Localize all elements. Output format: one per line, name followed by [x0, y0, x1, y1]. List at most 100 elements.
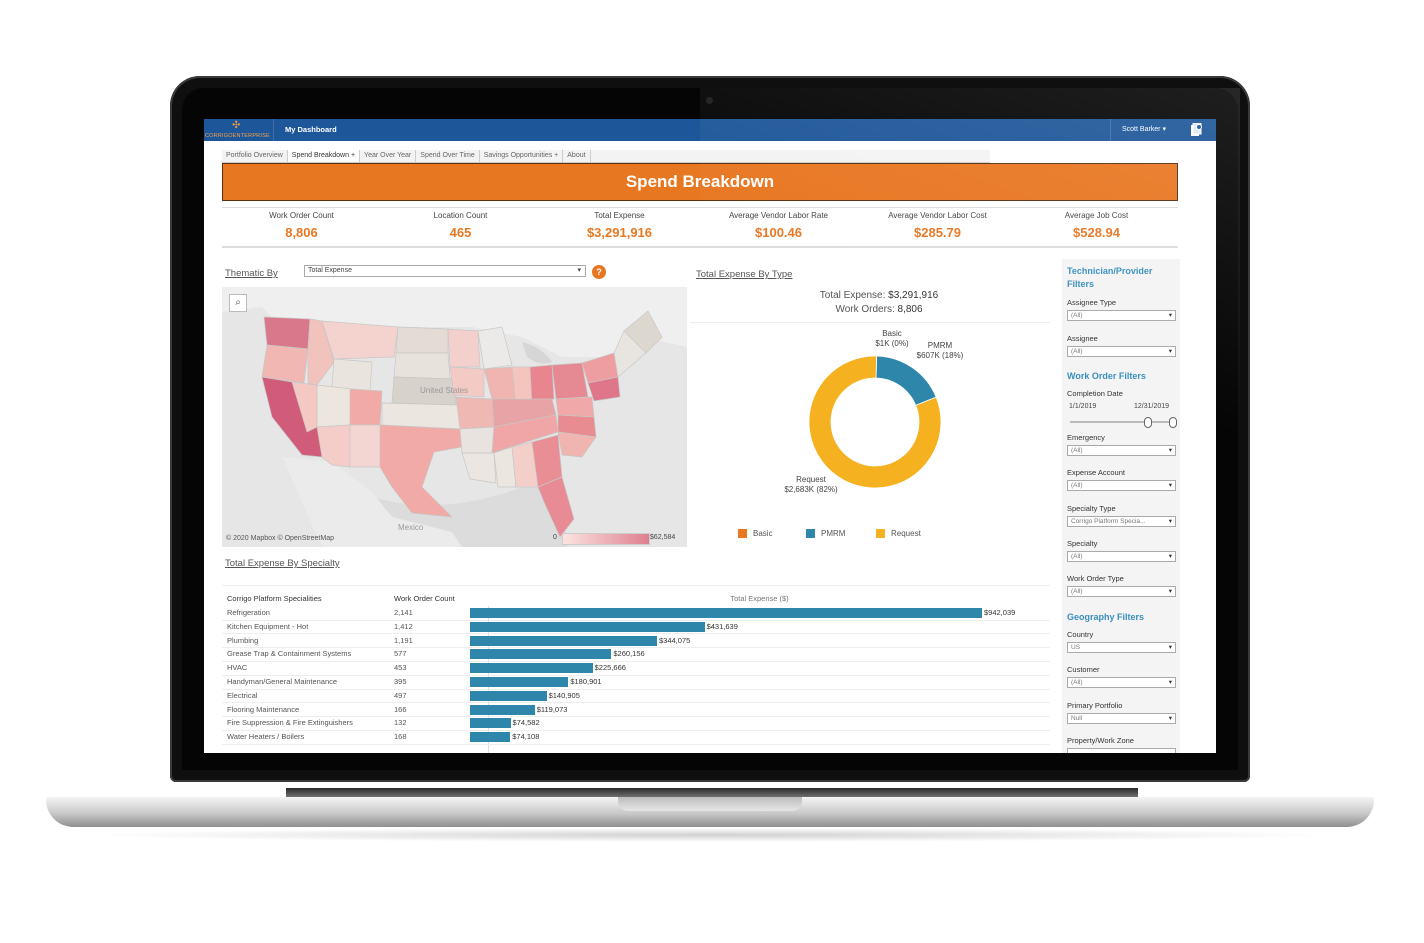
expense-value-label: $74,582 — [512, 718, 540, 728]
slider-end-handle[interactable] — [1169, 417, 1177, 428]
tab-year-over-year[interactable]: Year Over Year — [360, 150, 417, 162]
nav-divider — [273, 119, 274, 141]
my-dashboard-link[interactable]: My Dashboard — [285, 125, 337, 134]
search-icon[interactable]: ⌕ — [229, 294, 247, 312]
selected-value: US — [1071, 644, 1081, 651]
slider-start-handle[interactable] — [1144, 417, 1152, 428]
country-dropdown[interactable]: US ▾ — [1067, 642, 1176, 653]
customer-dropdown[interactable]: (All) ▾ — [1067, 677, 1176, 688]
donut-slice-request[interactable] — [808, 355, 942, 489]
kpi-avg-vendor-labor-cost: Average Vendor Labor Cost $285.79 — [858, 208, 1017, 240]
kpi-label: Location Count — [433, 211, 488, 220]
logo-symbol-icon: ✣ — [232, 120, 241, 131]
expense-value-label: $260,156 — [613, 649, 645, 659]
work-orders-label: Work Orders: — [835, 304, 895, 315]
expense-bar[interactable] — [470, 608, 982, 618]
table-row[interactable]: Flooring Maintenance 166 $119,073 — [222, 703, 1050, 718]
us-expense-map[interactable]: United States Mexico ⌕ © 2020 Mapbox © O… — [222, 287, 687, 547]
selected-value: (All) — [1071, 348, 1083, 355]
column-header-specialty[interactable]: Corrigo Platform Specialities — [227, 594, 322, 603]
laptop-shadow — [80, 828, 1340, 842]
total-expense-label: Total Expense: — [819, 290, 886, 301]
page-title: Spend Breakdown — [222, 163, 1178, 201]
column-header-expense[interactable]: Total Expense ($) — [730, 594, 789, 603]
legend-item-basic[interactable]: Basic — [738, 529, 773, 538]
specialty-type-dropdown[interactable]: Corrigo Platform Specia... ▾ — [1067, 516, 1176, 527]
specialty-name: Water Heaters / Boilers — [227, 732, 305, 742]
thematic-by-value: Total Expense — [308, 267, 352, 274]
assignee-type-dropdown[interactable]: (All) ▾ — [1067, 310, 1176, 321]
assignee-dropdown[interactable]: (All) ▾ — [1067, 346, 1176, 357]
expense-bar[interactable] — [470, 663, 593, 674]
tab-spend-breakdown[interactable]: Spend Breakdown + — [287, 150, 361, 162]
expense-bar[interactable] — [470, 732, 511, 743]
property-work-zone-dropdown[interactable] — [1067, 748, 1176, 753]
chevron-down-icon: ▾ — [1168, 715, 1172, 722]
chevron-down-icon: ▾ — [1168, 482, 1172, 489]
table-row[interactable]: Electrical 497 $140,905 — [222, 689, 1050, 704]
laptop-notch — [618, 797, 802, 811]
user-menu[interactable]: Scott Barker ▾ — [1122, 125, 1166, 133]
primary-portfolio-dropdown[interactable]: Null ▾ — [1067, 713, 1176, 724]
chevron-down-icon: ▾ — [1162, 126, 1166, 133]
laptop-hinge — [286, 788, 1138, 798]
date-to[interactable]: 12/31/2019 — [1134, 403, 1170, 410]
emergency-dropdown[interactable]: (All) ▾ — [1067, 445, 1176, 456]
logo-text: CORRIGOENTERPRISE — [205, 133, 270, 139]
document-icon[interactable] — [1190, 122, 1202, 137]
table-row[interactable]: Plumbing 1,191 $344,075 — [222, 634, 1050, 649]
corrigo-logo[interactable]: ✣ CORRIGOENTERPRISE — [204, 119, 272, 141]
specialty-name: Handyman/General Maintenance — [227, 677, 338, 686]
expense-value-label: $942,039 — [984, 608, 1016, 617]
customer-label: Customer — [1067, 665, 1100, 674]
column-header-count[interactable]: Work Order Count — [394, 594, 455, 603]
legend-item-request[interactable]: Request — [876, 529, 921, 538]
tab-savings-opportunities[interactable]: Savings Opportunities + — [480, 150, 564, 162]
thematic-by-label: Thematic By — [225, 268, 278, 279]
table-row[interactable]: Grease Trap & Containment Systems 577 $260… — [222, 647, 1050, 663]
selected-value: Null — [1071, 715, 1083, 722]
specialty-dropdown[interactable]: (All) ▾ — [1067, 551, 1176, 562]
expense-account-dropdown[interactable]: (All) ▾ — [1067, 480, 1176, 491]
tab-spend-over-time[interactable]: Spend Over Time — [416, 150, 480, 162]
legend-label: Request — [891, 529, 921, 538]
chevron-down-icon: ▾ — [1168, 348, 1172, 355]
expense-bar[interactable] — [470, 690, 547, 701]
map-canvas: United States Mexico — [222, 287, 687, 547]
selected-value: (All) — [1071, 447, 1083, 454]
work-order-count: 168 — [394, 732, 407, 742]
table-row[interactable]: Kitchen Equipment - Hot 1,412 $431,639 — [222, 620, 1050, 635]
expense-donut-chart[interactable] — [790, 337, 960, 507]
table-row[interactable]: HVAC 453 $225,666 — [222, 661, 1050, 676]
expense-bar[interactable] — [470, 704, 535, 715]
thematic-by-dropdown[interactable]: Total Expense ▾ — [304, 265, 586, 277]
donut-label-pmrm: PMRM $607K (18%) — [916, 341, 964, 360]
kpi-avg-vendor-labor-rate: Average Vendor Labor Rate $100.46 — [699, 208, 858, 240]
expense-bar[interactable] — [470, 677, 569, 687]
expense-bar[interactable] — [470, 718, 511, 729]
tab-about[interactable]: About — [563, 150, 591, 162]
table-row[interactable]: Fire Suppression & Fire Extinguishers 132… — [222, 716, 1050, 732]
legend-max-label: $62,584 — [650, 534, 676, 541]
kpi-value: $285.79 — [914, 225, 961, 240]
expense-value-label: $74,108 — [512, 732, 540, 742]
table-row[interactable]: Handyman/General Maintenance 395 $180,901 — [222, 675, 1050, 690]
expense-bar[interactable] — [470, 649, 612, 660]
divider — [690, 322, 1050, 323]
table-row[interactable]: Refrigeration 2,141 $942,039 — [222, 606, 1050, 621]
date-range-slider[interactable] — [1070, 421, 1174, 423]
kpi-value: $528.94 — [1073, 225, 1120, 240]
legend-item-pmrm[interactable]: PMRM — [806, 529, 845, 538]
help-icon[interactable]: ? — [592, 265, 606, 279]
date-from[interactable]: 1/1/2019 — [1069, 403, 1097, 410]
work-order-count: 453 — [394, 663, 407, 673]
tab-portfolio-overview[interactable]: Portfolio Overview — [222, 150, 288, 162]
table-row[interactable]: Water Heaters / Boilers 168 $74,108 — [222, 730, 1050, 745]
expense-bar[interactable] — [470, 635, 657, 646]
specialty-name: Electrical — [227, 690, 258, 700]
work-order-type-dropdown[interactable]: (All) ▾ — [1067, 586, 1176, 597]
expense-bar[interactable] — [470, 621, 705, 632]
donut-label-basic: Basic $1K (0%) — [875, 329, 909, 348]
work-order-type-label: Work Order Type — [1067, 574, 1124, 583]
donut-slice-pmrm[interactable] — [875, 355, 937, 406]
